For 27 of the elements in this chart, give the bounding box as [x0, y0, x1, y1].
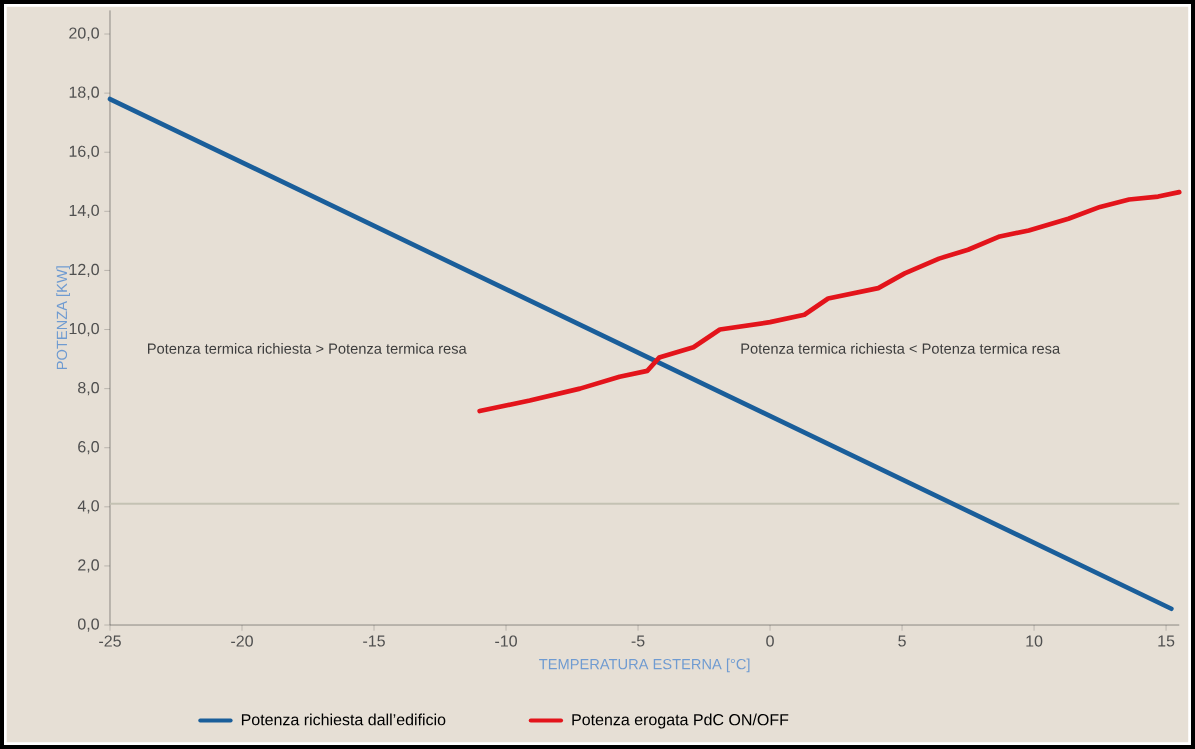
x-tick-label: 5	[898, 635, 906, 647]
annotation: Potenza termica richiesta < Potenza termica resa	[741, 343, 1061, 354]
y-tick-label: 10,0	[69, 322, 99, 337]
x-tick-label: 15	[1158, 635, 1175, 647]
x-tick-label: -25	[99, 635, 121, 647]
y-tick-label: 2,0	[78, 559, 99, 573]
y-tick-label: 6,0	[78, 441, 99, 455]
x-tick-label: -10	[495, 635, 517, 647]
x-tick-label: 0	[766, 635, 774, 647]
legend-label: Potenza richiesta dall’edificio	[241, 713, 446, 726]
line-series	[477, 189, 1182, 414]
y-tick-label: 18,0	[69, 86, 99, 100]
x-tick-label: -15	[363, 635, 385, 647]
y-tick-label: 20,0	[69, 27, 99, 41]
x-tick-label: -5	[631, 635, 645, 647]
x-tick-label: -20	[231, 635, 253, 647]
x-tick-label: 10	[1026, 635, 1043, 647]
y-tick-label: 8,0	[78, 382, 99, 396]
x-axis-title: TEMPERATURA ESTERNA [°C]	[539, 658, 750, 673]
y-tick-label: 0,0	[77, 618, 99, 632]
y-tick-label: 16,0	[69, 145, 99, 159]
annotation: Potenza termica richiesta > Potenza termica resa	[148, 343, 467, 354]
y-tick-label: 12,0	[69, 263, 99, 278]
y-tick-label: 14,0	[69, 204, 99, 218]
y-axis-title: POTENZA [KW]	[56, 266, 70, 370]
y-tick-label: 4,0	[77, 500, 99, 514]
legend-label: Potenza erogata PdC ON/OFF	[572, 713, 789, 729]
